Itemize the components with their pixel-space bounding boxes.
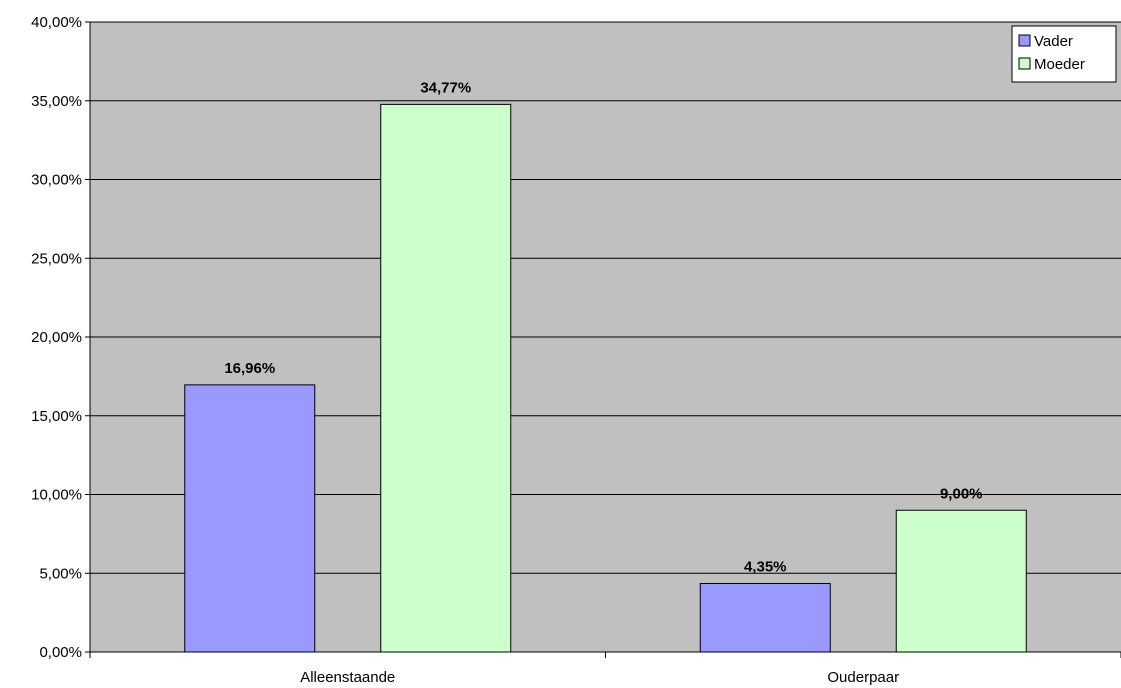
data-label: 16,96% [224, 360, 275, 377]
bar-vader-ouderpaar [699, 582, 831, 653]
legend-swatch-vader [1018, 34, 1031, 47]
y-tick-label: 20,00% [31, 329, 82, 346]
y-tick-label: 25,00% [31, 250, 82, 267]
data-label: 34,77% [420, 79, 471, 96]
y-tick-label: 15,00% [31, 408, 82, 425]
x-category-label: Ouderpaar [827, 669, 899, 686]
y-tick-label: 35,00% [31, 93, 82, 110]
y-tick-label: 30,00% [31, 172, 82, 189]
y-tick-label: 0,00% [39, 644, 82, 661]
data-label: 9,00% [940, 485, 983, 502]
legend-swatch-moeder [1018, 57, 1031, 70]
legend-label-vader: Vader [1034, 33, 1073, 50]
bar-vader-alleenstaande [184, 384, 316, 653]
x-category-label: Alleenstaande [300, 669, 395, 686]
bar-moeder-alleenstaande [380, 103, 512, 653]
legend-label-moeder: Moeder [1034, 56, 1085, 73]
data-label: 4,35% [744, 558, 787, 575]
bar-moeder-ouderpaar [895, 509, 1027, 653]
y-tick-label: 5,00% [39, 565, 82, 582]
y-tick-label: 10,00% [31, 487, 82, 504]
y-tick-label: 40,00% [31, 14, 82, 31]
